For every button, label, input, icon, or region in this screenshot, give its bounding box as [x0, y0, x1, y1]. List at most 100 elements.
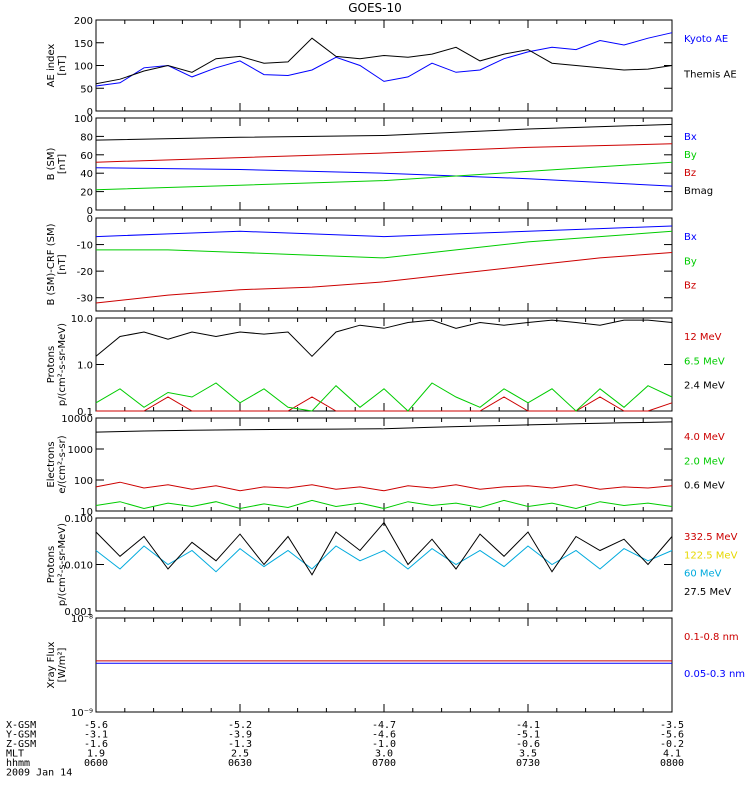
footer-value: 3.0 — [375, 749, 393, 760]
panel-4: 0.1 1.0 10.0 Protons p/(cm²-s-sr-MeV) 12 MeV 6… — [46, 314, 725, 418]
y-axis-label: p/(cm²-s-sr-MeV) — [57, 323, 68, 406]
y-axis-label: e/(cm²-s-sr) — [57, 435, 68, 493]
y-tick-label: 100 — [74, 476, 93, 487]
y-axis-label: [nT] — [57, 254, 68, 274]
panel-1: 0 50 100 150 200 AE index [nT] Kyoto AE Themis A… — [46, 16, 737, 118]
series-line — [95, 499, 673, 510]
y-axis-label: p/(cm²-s-sr-MeV) — [57, 523, 68, 606]
legend-label: 4.0 MeV — [684, 432, 725, 443]
chart-title: GOES-10 — [348, 1, 402, 15]
panel-3: -30 -20 -10 0 B (SM)-CRF (SM) [nT] Bx By Bz — [46, 214, 697, 312]
y-tick-label: 10.0 — [71, 314, 93, 325]
footer-value: -0.2 — [660, 739, 684, 750]
footer-value: -1.0 — [372, 739, 396, 750]
footer-value: 1.9 — [87, 749, 105, 760]
y-tick-label: 10000 — [61, 414, 93, 425]
footer-value: -4.1 — [516, 720, 540, 731]
y-tick-label: -30 — [77, 294, 93, 305]
footer-row-label: Z-GSM — [6, 739, 36, 750]
legend-label: Bz — [684, 281, 696, 292]
panel-2: 0 20 40 60 80 100 B (SM) [nT] Bx By Bz Bmag — [46, 114, 713, 217]
footer-value: 4.1 — [663, 749, 681, 760]
footer-row-label: 2009 Jan 14 — [6, 768, 72, 779]
footer-value: -3.9 — [228, 730, 252, 741]
y-axis-label: [nT] — [57, 55, 68, 75]
footer-value: 2.5 — [231, 749, 249, 760]
footer-row-label: MLT — [6, 749, 24, 760]
series-line — [95, 225, 673, 238]
legend-label: Bmag — [684, 186, 713, 197]
footer-value: -4.6 — [372, 730, 396, 741]
panel-5: 10 100 1000 10000 Electrons e/(cm²-s-sr) 4.0 M… — [46, 414, 725, 518]
y-axis-label: B (SM) — [46, 147, 57, 180]
series-line — [95, 481, 673, 492]
panel-frame — [95, 417, 673, 512]
footer-value: -3.5 — [660, 720, 684, 731]
footer-value: -4.7 — [372, 720, 396, 731]
legend-label: Themis AE — [683, 70, 737, 81]
legend-label: 27.5 MeV — [684, 587, 731, 598]
y-tick-label: 150 — [74, 39, 93, 50]
series-line — [95, 382, 673, 412]
legend-label: 12 MeV — [684, 332, 722, 343]
footer-value: 3.5 — [519, 749, 537, 760]
footer-value: -1.3 — [228, 739, 252, 750]
legend-label: By — [684, 150, 697, 161]
footer-value: -0.6 — [516, 739, 540, 750]
y-tick-label: 0 — [87, 107, 93, 118]
legend-label: 2.4 MeV — [684, 381, 725, 392]
series-line — [95, 521, 673, 576]
y-tick-label: 40 — [80, 169, 93, 180]
y-tick-label: 1000 — [68, 445, 93, 456]
footer-row-label: hhmm — [6, 758, 30, 769]
y-tick-label: 200 — [74, 16, 93, 27]
panel-6: 0.001 0.010 0.100 Protons p/(cm²-s-sr-MeV) 33… — [46, 514, 738, 618]
footer-value: 0600 — [84, 758, 108, 769]
series-line — [96, 230, 673, 259]
y-tick-label: 0 — [87, 214, 93, 225]
y-tick-label: 20 — [80, 188, 93, 199]
y-tick-label: 0.001 — [64, 607, 93, 618]
y-axis-label: Protons — [46, 546, 57, 583]
footer-value: -1.6 — [84, 739, 108, 750]
y-axis-label: Xray Flux — [46, 641, 57, 688]
y-tick-label: 0 — [87, 206, 93, 217]
footer-value: -5.1 — [516, 730, 540, 741]
series-line — [95, 545, 673, 573]
footer-value: 0800 — [660, 758, 684, 769]
legend-label: 2.0 MeV — [684, 456, 725, 467]
panel-frame — [95, 517, 673, 612]
y-axis-label: AE index — [46, 44, 57, 88]
panel-7: 10⁻⁹ 10⁻⁸ Xray Flux [W/m²] 0.1-0.8 nm 0.05-0.… — [46, 614, 745, 719]
footer-value: -5.6 — [84, 720, 108, 731]
y-tick-label: 0.100 — [64, 514, 93, 525]
y-tick-label: 100 — [74, 62, 93, 73]
footer-value: 0630 — [228, 758, 252, 769]
y-tick-label: -10 — [77, 241, 93, 252]
footer-row-label: Y-GSM — [6, 730, 36, 741]
series-line — [95, 143, 673, 163]
series-line — [95, 252, 673, 304]
legend-label: Bx — [684, 132, 697, 143]
legend-label: 332.5 MeV — [684, 532, 738, 543]
y-tick-label: 10⁻⁸ — [71, 614, 93, 625]
series-line — [95, 37, 673, 85]
panel-frame — [95, 617, 673, 713]
y-axis-label: [W/m²] — [57, 647, 68, 682]
legend-label: 60 MeV — [684, 569, 722, 580]
y-tick-label: 1.0 — [77, 361, 93, 372]
panel-frame — [95, 117, 673, 211]
series-line — [95, 167, 673, 187]
panel-frame — [95, 317, 673, 412]
y-tick-label: -20 — [77, 267, 93, 278]
y-tick-label: 50 — [80, 84, 93, 95]
legend-label: 0.05-0.3 nm — [684, 669, 745, 680]
panel-frame — [95, 217, 673, 312]
y-tick-label: 60 — [80, 151, 93, 162]
y-tick-label: 80 — [80, 132, 93, 143]
y-tick-label: 10⁻⁹ — [71, 708, 93, 719]
series-line — [95, 421, 673, 433]
legend-label: 0.1-0.8 nm — [684, 632, 739, 643]
footer-value: -3.1 — [84, 730, 108, 741]
